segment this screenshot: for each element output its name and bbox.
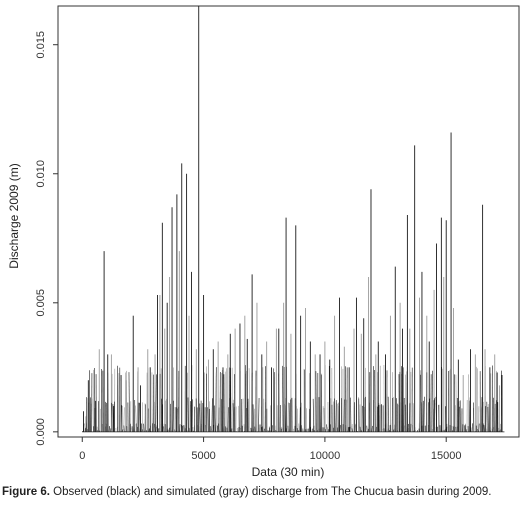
series-0-spike (431, 370, 433, 432)
series-0-spike (336, 427, 339, 432)
series-0-spike (263, 428, 265, 432)
series-0-spike (280, 428, 283, 432)
y-tick-label: 0.005 (35, 289, 47, 317)
x-tick-label: 10000 (310, 450, 341, 462)
y-tick-label: 0.015 (35, 31, 47, 59)
x-axis: 0 5000 10000 15000 (79, 437, 462, 462)
x-tick-label: 0 (79, 450, 85, 462)
series-0-spike (339, 424, 341, 432)
x-tick-label: 5000 (191, 450, 215, 462)
y-tick-label: 0.000 (35, 418, 47, 446)
plot-frame (57, 5, 520, 438)
series-0 (82, 6, 503, 433)
x-tick-label: 15000 (431, 450, 462, 462)
series-0-spike (258, 397, 260, 432)
series-0-spike (232, 403, 235, 432)
series-1-spike (118, 372, 120, 432)
series-0-spike (214, 405, 216, 432)
figure-caption-text: Observed (black) and simulated (gray) di… (49, 486, 492, 498)
figure-caption-label: Figure 6. (2, 486, 50, 498)
series-0-spike (172, 400, 174, 432)
series-0-spike (252, 404, 254, 432)
y-tick-label: 0.010 (35, 160, 47, 188)
series-0-spike (128, 372, 130, 432)
series-0-spike (123, 425, 125, 432)
series-0-spike (155, 374, 157, 432)
series-1-spike (136, 371, 138, 432)
series-0-spike (308, 408, 311, 432)
y-axis: 0.000 0.005 0.010 0.015 (35, 31, 58, 446)
series-layer (82, 6, 505, 433)
series-1-spike (248, 368, 251, 432)
series-0-spike (215, 367, 217, 432)
x-axis-title: Data (30 min) (252, 465, 325, 479)
y-axis-title: Discharge 2009 (m) (7, 163, 21, 268)
series-0-spike (464, 424, 467, 432)
series-0-spike (211, 398, 213, 432)
series-0-spike (200, 400, 202, 432)
series-0-spike (108, 426, 110, 432)
series-1-spike (323, 407, 325, 432)
series-0-spike (154, 423, 156, 432)
discharge-chart: 0 5000 10000 15000 0.000 0.005 0.010 0.015 Dat… (7, 5, 520, 479)
figure-caption: Figure 6. Observed (black) and simulated… (2, 486, 527, 498)
series-1-spike (388, 425, 391, 432)
series-0-spike (419, 374, 421, 432)
series-0-spike (312, 398, 314, 432)
